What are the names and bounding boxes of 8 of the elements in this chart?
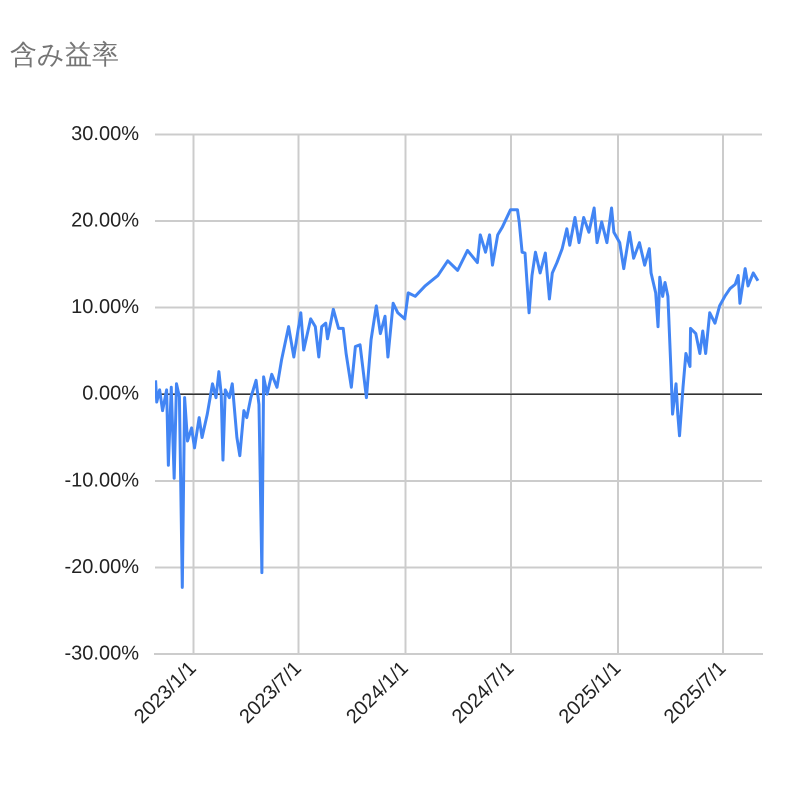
y-tick-label: 0.00% [82,382,140,405]
y-tick-label: 10.00% [71,296,140,318]
y-tick-label: 30.00% [71,122,140,145]
y-tick-label: -20.00% [64,556,140,578]
chart-title: 含み益率 [10,40,119,70]
y-tick-label: -30.00% [64,642,140,665]
y-tick-label: -10.00% [64,469,140,492]
y-tick-label: 20.00% [71,210,140,232]
